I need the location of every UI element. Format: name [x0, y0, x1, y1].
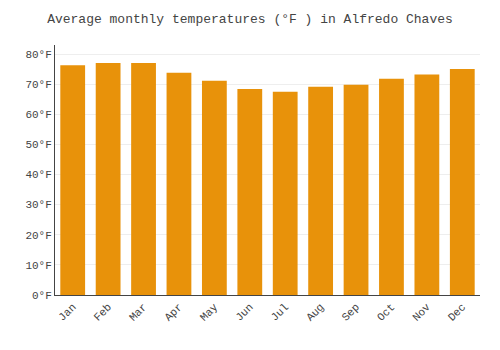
svg-text:Nov: Nov — [410, 301, 433, 324]
svg-text:70°F: 70°F — [25, 79, 51, 91]
svg-text:Mar: Mar — [127, 301, 149, 323]
svg-text:20°F: 20°F — [25, 230, 51, 242]
svg-text:30°F: 30°F — [25, 199, 51, 211]
svg-text:Jul: Jul — [269, 301, 291, 323]
svg-text:0°F: 0°F — [32, 290, 52, 302]
svg-text:Dec: Dec — [446, 301, 468, 323]
svg-text:Sep: Sep — [340, 301, 362, 323]
svg-text:Jan: Jan — [56, 301, 78, 323]
svg-text:10°F: 10°F — [25, 260, 51, 272]
svg-text:Aug: Aug — [304, 301, 326, 323]
svg-text:40°F: 40°F — [25, 169, 51, 181]
svg-text:60°F: 60°F — [25, 109, 51, 121]
svg-text:Apr: Apr — [162, 301, 184, 323]
svg-text:Jun: Jun — [233, 301, 255, 323]
svg-text:80°F: 80°F — [25, 49, 51, 61]
svg-text:Feb: Feb — [92, 301, 114, 323]
svg-text:Oct: Oct — [375, 301, 397, 323]
svg-text:50°F: 50°F — [25, 139, 51, 151]
svg-text:Average monthly temperatures (: Average monthly temperatures (°F ) in Al… — [47, 12, 453, 27]
svg-text:May: May — [198, 301, 221, 324]
